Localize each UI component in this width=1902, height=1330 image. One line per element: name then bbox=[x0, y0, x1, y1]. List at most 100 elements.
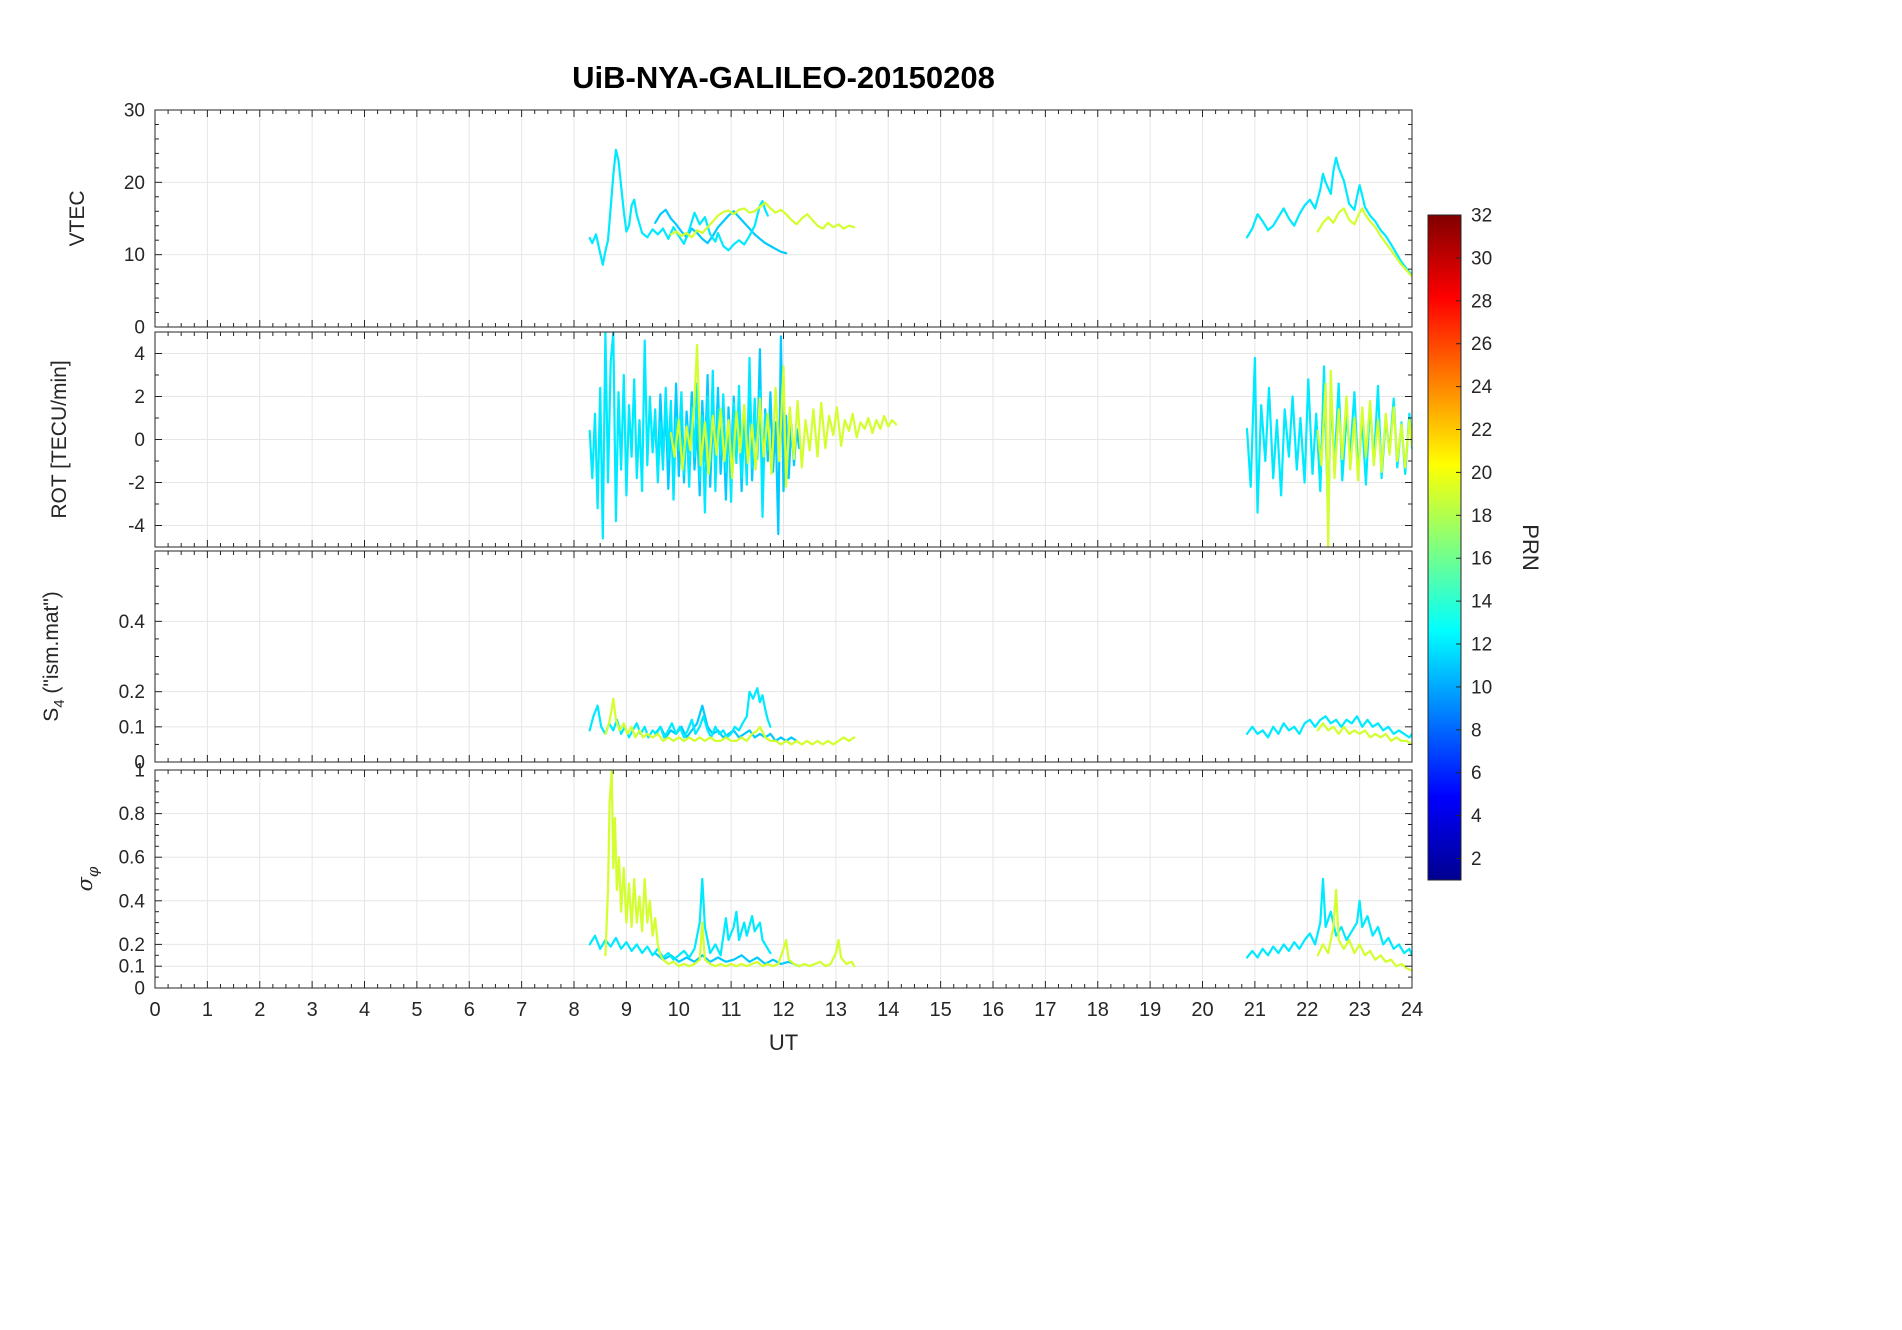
series-rot bbox=[588, 332, 1412, 547]
ticks-sigma-phi bbox=[154, 769, 1413, 989]
xtick-labels: 0 1 2 3 4 5 6 7 8 9 10 11 12 13 14 15 16 17 18 19 20 21 22 23 24 bbox=[149, 999, 1423, 1021]
xtick-label: 21 bbox=[1244, 999, 1266, 1021]
xtick-label: 18 bbox=[1087, 999, 1109, 1021]
ytick-label: 0 bbox=[134, 979, 145, 1000]
series-sigma-phi bbox=[588, 770, 1412, 972]
ytick-label: 10 bbox=[124, 245, 145, 266]
xtick-label: 17 bbox=[1034, 999, 1056, 1021]
s4-prn19-trace bbox=[1316, 722, 1412, 746]
sigma-phi-prn19-trace bbox=[1316, 888, 1412, 972]
colorbar-tick-label: 8 bbox=[1471, 720, 1482, 741]
vtec-prn12-trace bbox=[588, 148, 769, 266]
xtick-label: 11 bbox=[721, 999, 742, 1021]
colorbar-tick-label: 18 bbox=[1471, 506, 1492, 527]
ylabel-s4: S4 ("ism.mat") bbox=[40, 591, 68, 722]
ytick-label: 30 bbox=[124, 101, 145, 122]
xtick-label: 23 bbox=[1349, 999, 1371, 1021]
panel-vtec: 0 10 20 30 VTEC bbox=[66, 101, 1413, 339]
xtick-label: 6 bbox=[464, 999, 475, 1021]
xtick-label: 5 bbox=[411, 999, 422, 1021]
vtec-prn19-trace bbox=[1316, 207, 1412, 278]
xtick-label: 3 bbox=[307, 999, 318, 1021]
xtick-label: 24 bbox=[1401, 999, 1423, 1021]
s4-prn12-trace bbox=[1245, 715, 1412, 739]
ytick-label: 20 bbox=[124, 173, 145, 194]
vtec-prn19-trace bbox=[669, 201, 856, 239]
xtick-label: 10 bbox=[668, 999, 690, 1021]
ytick-label: 0.1 bbox=[119, 957, 145, 978]
xtick-label: 13 bbox=[825, 999, 847, 1021]
ytick-label: 0 bbox=[134, 753, 145, 774]
ytick-label: 0 bbox=[134, 318, 145, 339]
vtec-prn12-trace bbox=[1245, 156, 1412, 276]
xtick-label: 19 bbox=[1139, 999, 1161, 1021]
series-s4 bbox=[588, 686, 1412, 746]
ytick-label: 1 bbox=[134, 761, 145, 782]
xtick-label: 1 bbox=[202, 999, 213, 1021]
sigma-phi-prn12-trace bbox=[588, 877, 772, 961]
colorbar-border bbox=[1427, 214, 1462, 881]
ytick-label: 0.4 bbox=[119, 612, 146, 633]
ytick-labels-s4: 0 0.1 0.2 0.4 bbox=[119, 612, 146, 774]
xtick-label: 0 bbox=[149, 999, 160, 1021]
rot-prn12-trace bbox=[588, 332, 769, 540]
ytick-label: 0.2 bbox=[119, 935, 145, 956]
ylabel-vtec: VTEC bbox=[66, 190, 89, 246]
ytick-label: 0.1 bbox=[119, 717, 145, 738]
sigma-phi-prn19-trace bbox=[604, 770, 856, 968]
xtick-label: 20 bbox=[1191, 999, 1213, 1021]
ytick-label: 2 bbox=[134, 387, 145, 408]
ytick-label: -2 bbox=[128, 473, 145, 494]
ylabel-rot: ROT [TECU/min] bbox=[48, 360, 71, 518]
panel-s4: 0 0.1 0.2 0.4 S4 ("ism.mat") bbox=[40, 550, 1413, 774]
grid-s4 bbox=[155, 551, 1412, 762]
colorbar-tick-label: 12 bbox=[1471, 635, 1492, 656]
ytick-label: 0.8 bbox=[119, 804, 145, 825]
colorbar-tick-label: 16 bbox=[1471, 549, 1492, 570]
chart-title: UiB-NYA-GALILEO-20150208 bbox=[572, 60, 995, 95]
colorbar-tick-label: 14 bbox=[1471, 592, 1493, 613]
xtick-label: 2 bbox=[254, 999, 265, 1021]
ytick-labels-sigma-phi: 00.10.2 0.4 0.6 0.8 1 bbox=[119, 761, 146, 1000]
xtick-label: 12 bbox=[772, 999, 794, 1021]
sigma-phi-prn11-trace bbox=[654, 951, 801, 968]
xtick-label: 22 bbox=[1296, 999, 1318, 1021]
colorbar-tick-label: 20 bbox=[1471, 463, 1492, 484]
colorbar-tick-label: 22 bbox=[1471, 420, 1492, 441]
colorbar-tick-label: 6 bbox=[1471, 763, 1482, 784]
s4-prn12-trace bbox=[588, 686, 772, 739]
xtick-label: 8 bbox=[568, 999, 579, 1021]
colorbar-tick-label: 4 bbox=[1471, 806, 1482, 827]
ytick-label: 0.6 bbox=[119, 848, 145, 869]
ytick-label: 4 bbox=[134, 344, 145, 365]
ticks-vtec bbox=[154, 109, 1413, 328]
rot-prn19-trace bbox=[1316, 369, 1412, 547]
series-vtec bbox=[588, 148, 1412, 278]
ylabel-sigma-phi: σφ bbox=[73, 866, 102, 891]
colorbar-tick-label: 2 bbox=[1471, 849, 1482, 870]
ticks-rot bbox=[154, 331, 1413, 548]
panel-rot: -4 -2 0 2 4 ROT [TECU/min] bbox=[48, 331, 1413, 548]
vtec-prn11-trace bbox=[654, 208, 788, 255]
colorbar bbox=[1428, 215, 1461, 880]
ticks-s4 bbox=[154, 550, 1413, 763]
ytick-label: 0.2 bbox=[119, 682, 145, 703]
ytick-label: 0 bbox=[134, 430, 145, 451]
grid-sigma-phi bbox=[155, 770, 1412, 988]
grid-vtec bbox=[155, 110, 1412, 327]
ytick-labels-rot: -4 -2 0 2 4 bbox=[128, 344, 145, 537]
ytick-label: -4 bbox=[128, 516, 145, 537]
colorbar-tick-label: 10 bbox=[1471, 677, 1492, 698]
colorbar-label: PRN bbox=[1518, 524, 1543, 570]
colorbar-tick-label: 28 bbox=[1471, 291, 1492, 312]
colorbar-tick-label: 24 bbox=[1471, 377, 1493, 398]
xtick-label: 9 bbox=[621, 999, 632, 1021]
s4-prn19-trace bbox=[604, 697, 856, 746]
ytick-label: 0.4 bbox=[119, 891, 146, 912]
sigma-phi-prn12-trace bbox=[1245, 877, 1412, 959]
xtick-label: 15 bbox=[930, 999, 952, 1021]
xtick-label: 14 bbox=[877, 999, 899, 1021]
